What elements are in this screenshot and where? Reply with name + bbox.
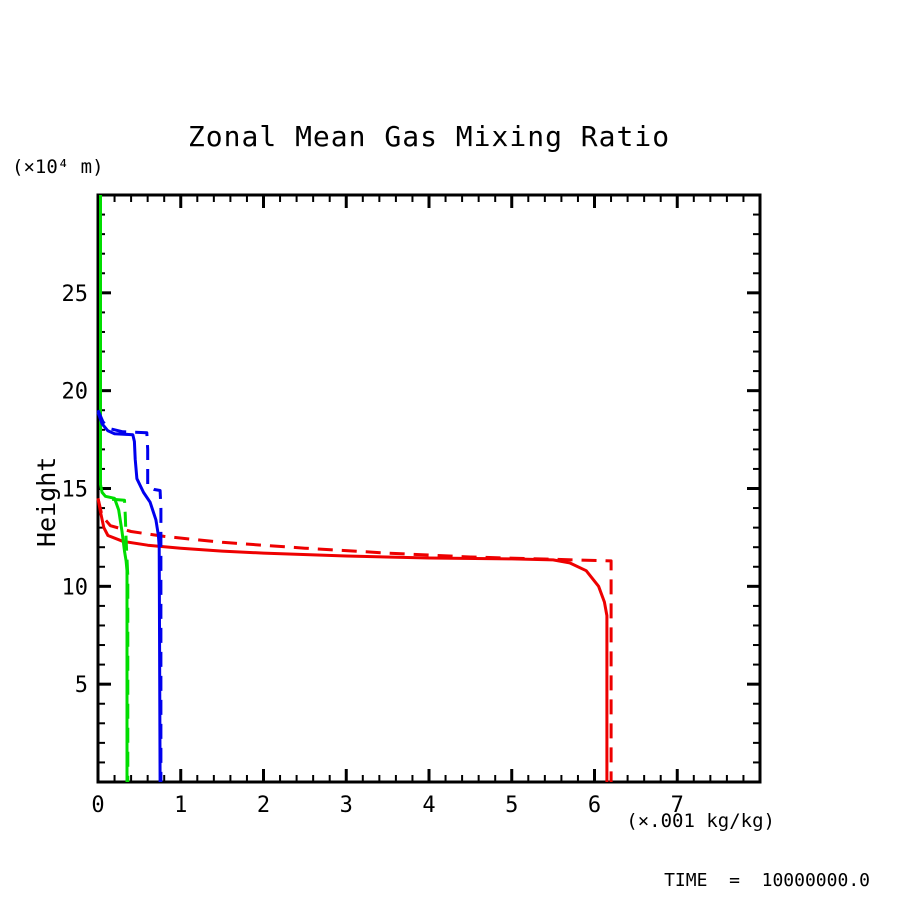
x-tick-label: 1 xyxy=(174,793,187,818)
series-green-dashed-line xyxy=(111,497,130,782)
x-tick-label: 4 xyxy=(422,793,435,818)
x-tick-label: 3 xyxy=(340,793,353,818)
y-tick-label: 5 xyxy=(75,673,88,698)
y-axis-title: Height xyxy=(32,456,61,547)
x-tick-label: 2 xyxy=(257,793,270,818)
x-tick-label: 6 xyxy=(588,793,601,818)
y-tick-label: 25 xyxy=(62,282,89,307)
series-red-solid-line xyxy=(96,498,609,782)
series-red-dashed-line xyxy=(96,497,613,782)
x-axis-unit-label: (×.001 kg/kg) xyxy=(626,810,775,832)
x-tick-label: 7 xyxy=(671,793,684,818)
x-tick-label: 0 xyxy=(91,793,104,818)
y-tick-label: 15 xyxy=(62,478,89,503)
series-green-solid-line xyxy=(99,195,129,782)
x-tick-label: 5 xyxy=(505,793,518,818)
plot-frame xyxy=(96,193,762,784)
series-blue-solid-line xyxy=(96,411,162,783)
y-tick-label: 10 xyxy=(62,575,89,600)
y-axis-unit-label: (×10⁴ m) xyxy=(12,156,104,178)
y-tick-label: 20 xyxy=(62,380,89,405)
series-blue-dashed-line xyxy=(96,409,163,782)
chart-title: Zonal Mean Gas Mixing Ratio xyxy=(187,120,671,153)
time-annotation: TIME = 10000000.0 xyxy=(664,870,870,891)
